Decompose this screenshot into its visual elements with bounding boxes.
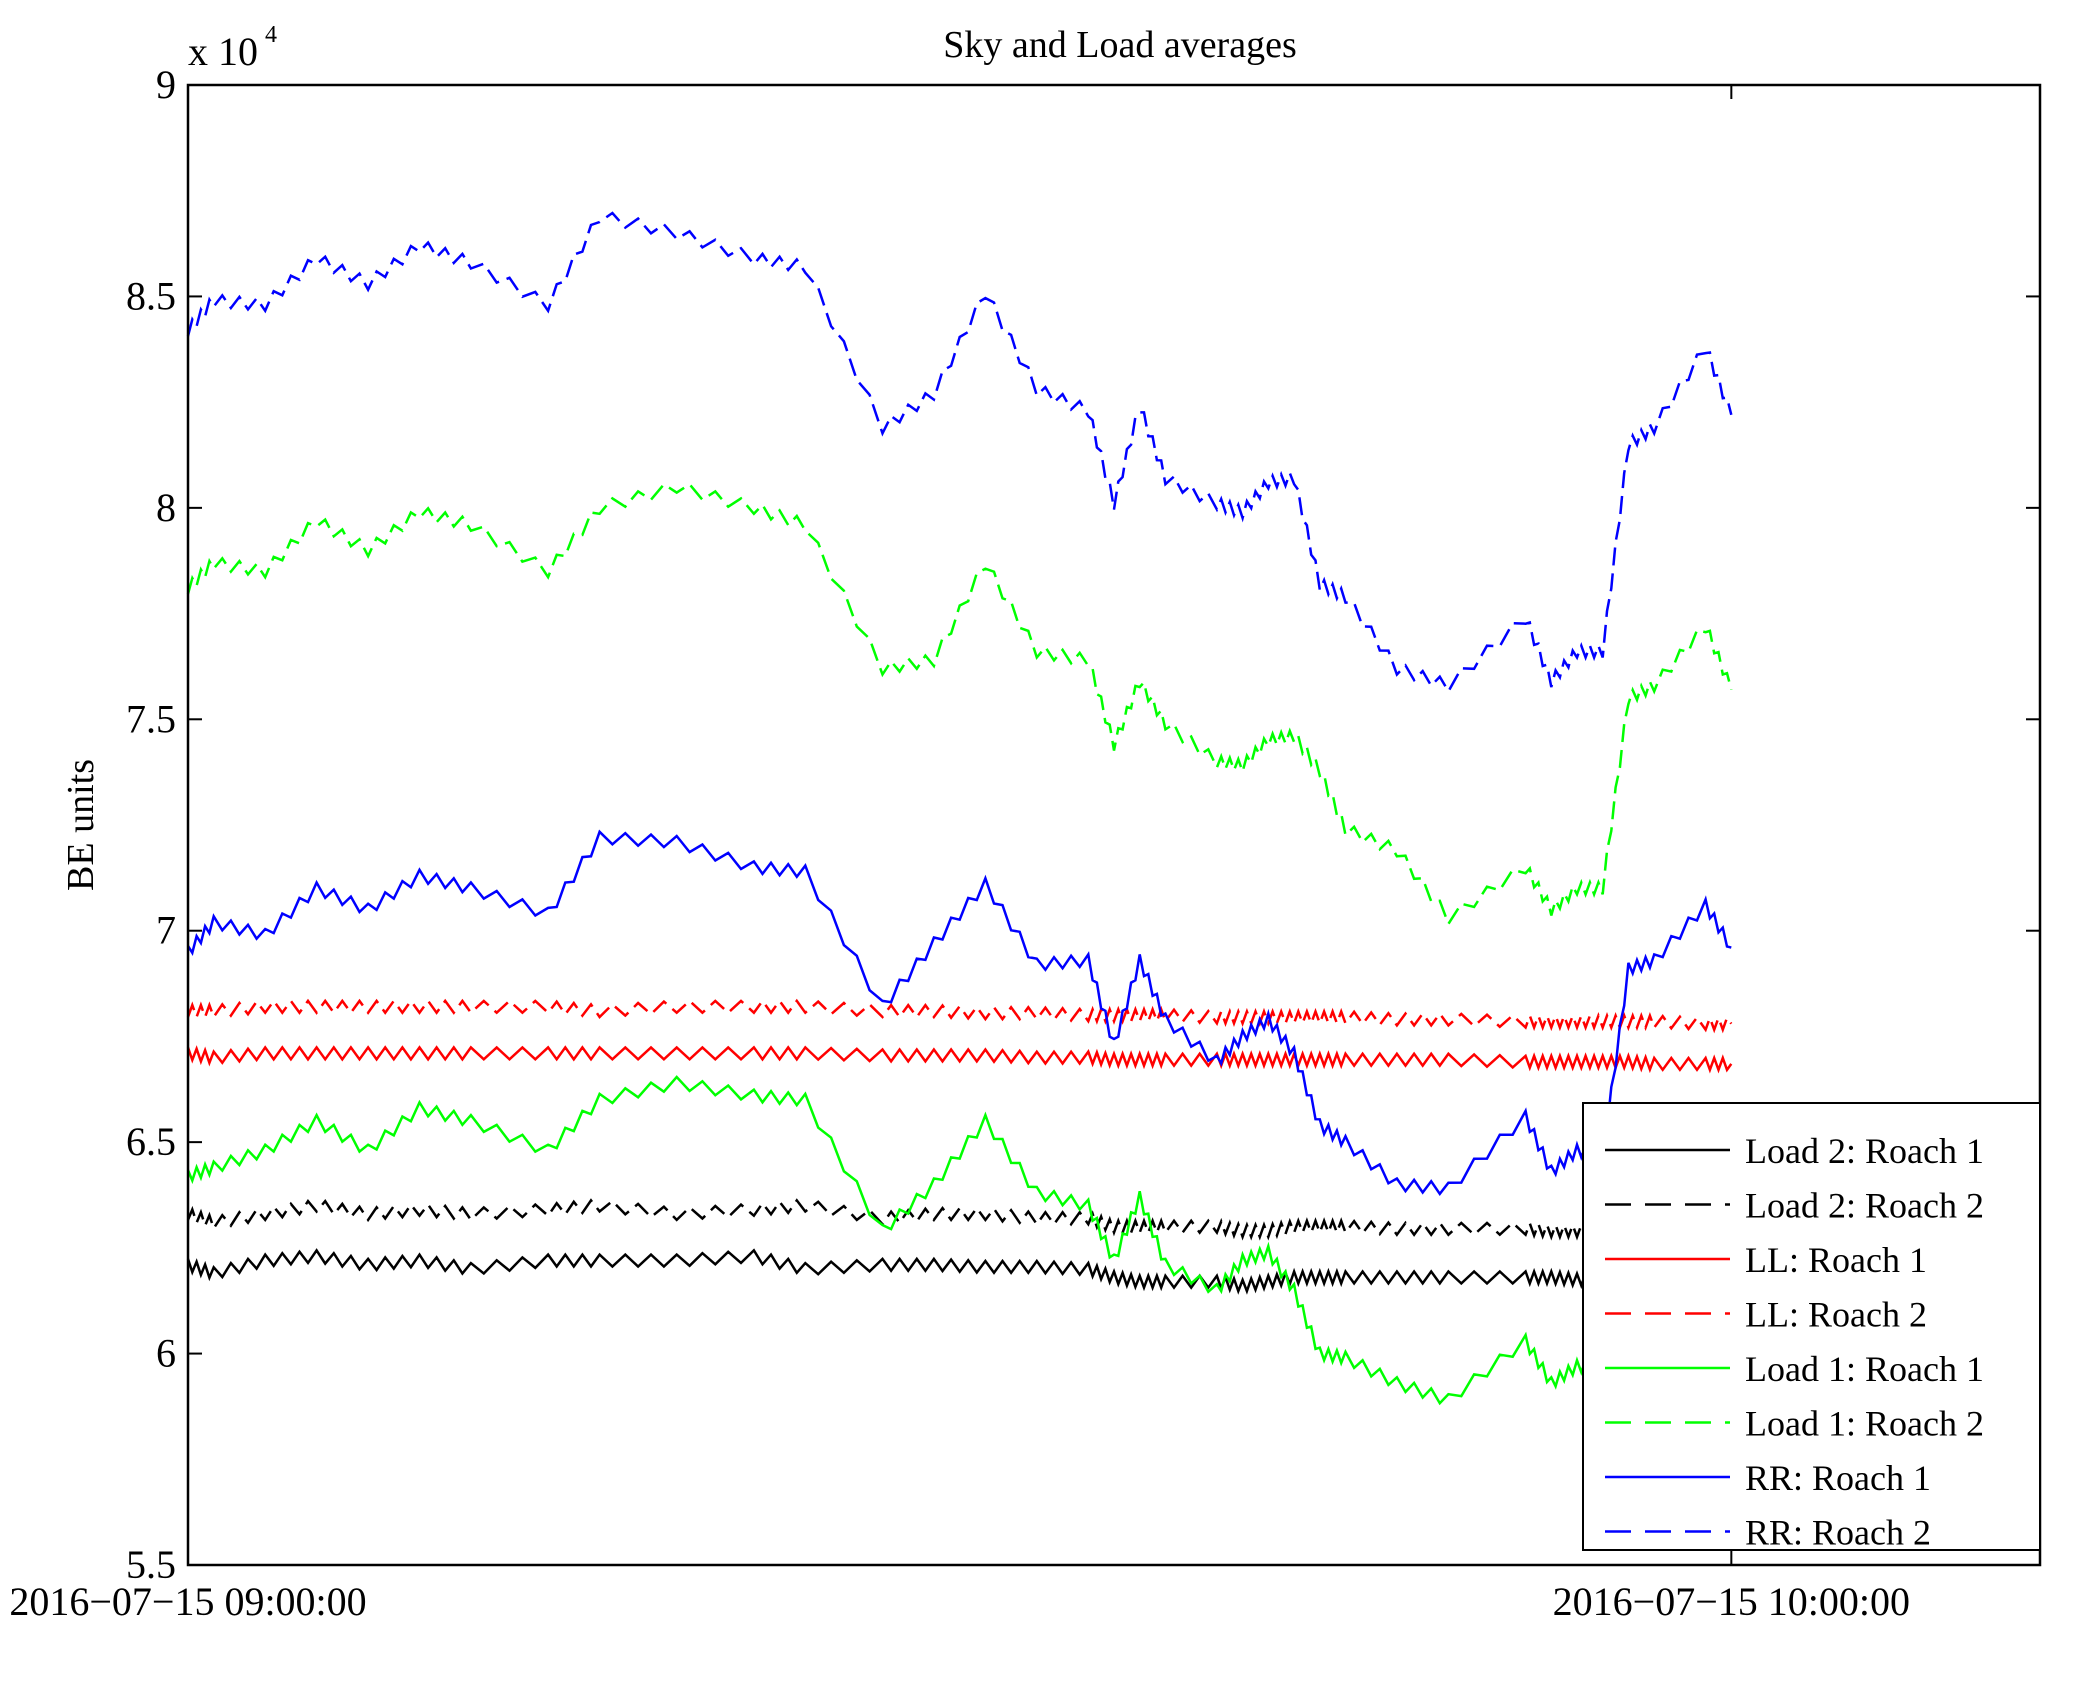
- legend-label: LL: Roach 2: [1745, 1295, 1927, 1335]
- legend-label: Load 2: Roach 2: [1745, 1186, 1984, 1226]
- x-tick-label: 2016−07−15 09:00:00: [9, 1579, 366, 1624]
- legend-label: RR: Roach 2: [1745, 1513, 1931, 1553]
- series-line-load-1-roach-2: [186, 482, 1733, 927]
- x-axis: 2016−07−15 09:00:00 2016−07−15 10:00:00: [9, 85, 1910, 1624]
- y-tick-label: 6: [156, 1331, 176, 1376]
- series-line-load-1-roach-1: [186, 1075, 1733, 1406]
- legend-label: LL: Roach 1: [1745, 1240, 1927, 1280]
- y-tick-label: 7: [156, 908, 176, 953]
- y-multiplier-base: x 10: [188, 29, 258, 74]
- y-multiplier-exponent: 4: [265, 22, 277, 48]
- x-tick-label: 2016−07−15 10:00:00: [1553, 1579, 1910, 1624]
- legend-label: Load 1: Roach 2: [1745, 1404, 1984, 1444]
- legend-label: Load 2: Roach 1: [1745, 1131, 1984, 1171]
- y-tick-label: 5.5: [126, 1542, 176, 1587]
- series-layer: [186, 211, 1733, 1406]
- chart-title: Sky and Load averages: [943, 24, 1297, 66]
- y-tick-label: 9: [156, 62, 176, 107]
- y-tick-label: 8.5: [126, 273, 176, 318]
- series-line-rr-roach-2: [186, 211, 1733, 694]
- plot-area-frame: [186, 83, 2042, 1567]
- legend-label: RR: Roach 1: [1745, 1458, 1931, 1498]
- series-line-load-2-roach-1: [186, 1248, 1733, 1295]
- y-axis-label: BE units: [60, 759, 102, 891]
- series-line-load-2-roach-2: [186, 1198, 1733, 1241]
- y-tick-label: 6.5: [126, 1119, 176, 1164]
- series-line-ll-roach-1: [186, 1045, 1733, 1074]
- series-line-rr-roach-1: [186, 829, 1732, 1197]
- legend-label: Load 1: Roach 1: [1745, 1349, 1984, 1389]
- legend-box: [1582, 1102, 2041, 1551]
- series-line-ll-roach-2: [186, 998, 1733, 1034]
- legend: Load 2: Roach 1 Load 2: Roach 2 LL: Roach …: [1582, 1102, 2041, 1553]
- y-tick-label: 8: [156, 485, 176, 530]
- y-tick-label: 7.5: [126, 696, 176, 741]
